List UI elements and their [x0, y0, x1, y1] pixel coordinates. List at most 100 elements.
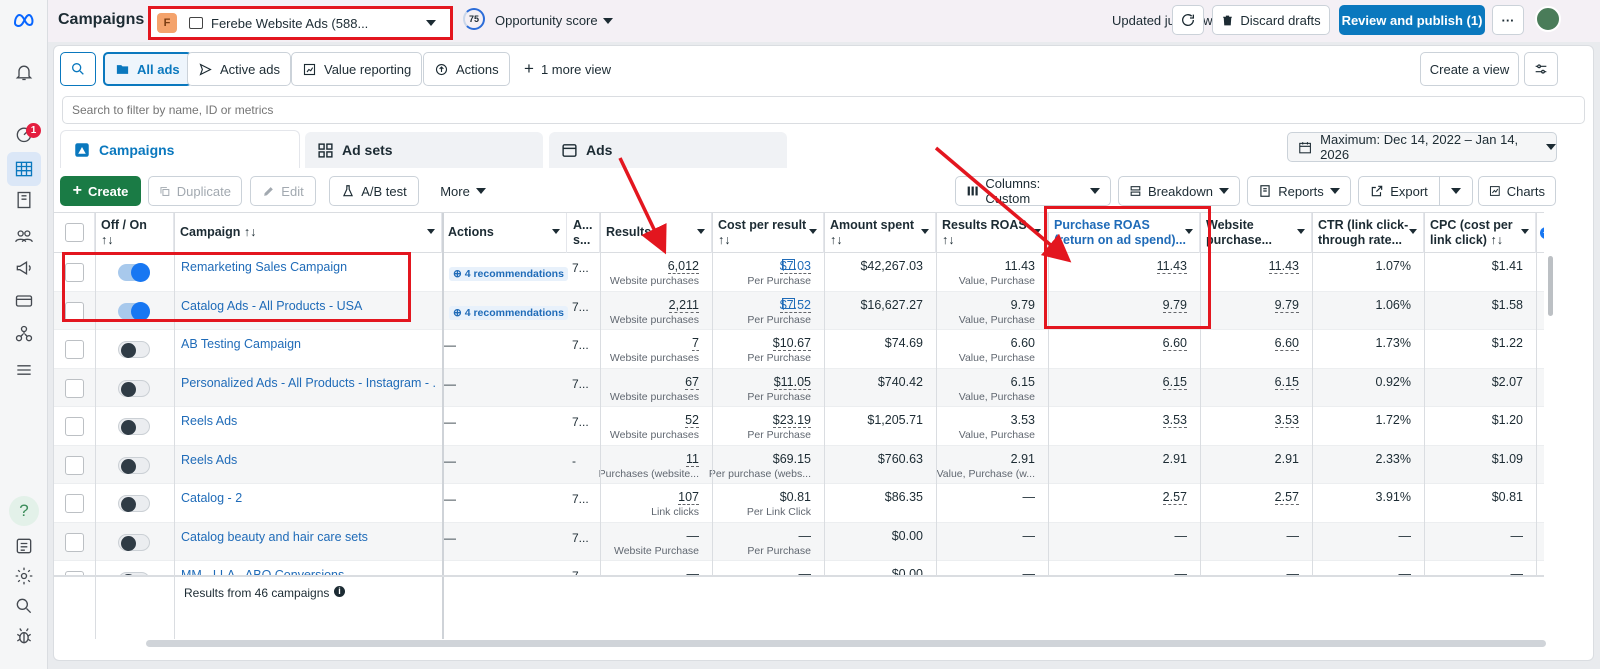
- campaign-name-link[interactable]: Catalog beauty and hair care sets: [181, 529, 368, 544]
- tab-ad-sets[interactable]: Ad sets: [305, 132, 543, 168]
- date-range-picker[interactable]: Maximum: Dec 14, 2022 – Jan 14, 2026: [1287, 132, 1557, 162]
- results-value[interactable]: 52: [685, 413, 699, 428]
- purchase-roas-value[interactable]: —: [1174, 528, 1188, 543]
- search-input[interactable]: [62, 96, 1585, 124]
- view-actions[interactable]: Actions: [423, 52, 510, 86]
- search-icon[interactable]: [12, 594, 36, 618]
- purchase-roas-value[interactable]: 9.79: [1162, 297, 1187, 313]
- cost-per-result-value[interactable]: $11.05: [773, 374, 811, 390]
- cost-per-result-value[interactable]: —: [798, 567, 812, 575]
- export-button[interactable]: Export: [1358, 176, 1440, 206]
- header-website-purchase[interactable]: Website purchase...: [1200, 213, 1312, 253]
- export-options-dropdown[interactable]: [1439, 176, 1473, 206]
- results-value[interactable]: 7: [692, 336, 699, 351]
- website-purchase-roas-value[interactable]: 3.53: [1274, 413, 1299, 428]
- create-view-button[interactable]: Create a view: [1420, 52, 1519, 86]
- header-actions[interactable]: Actions: [442, 213, 567, 253]
- campaign-name-link[interactable]: Personalized Ads - All Products - Instag…: [181, 375, 436, 390]
- header-amount-spent[interactable]: Amount spent ↑↓: [824, 213, 936, 253]
- website-purchase-roas-value[interactable]: —: [1286, 567, 1300, 575]
- bug-report-icon[interactable]: [12, 624, 36, 648]
- campaign-toggle[interactable]: [118, 263, 150, 282]
- vertical-scrollbar[interactable]: [1548, 256, 1553, 316]
- website-purchase-roas-value[interactable]: 2.91: [1274, 451, 1299, 466]
- header-ctr[interactable]: CTR (link click-through rate...: [1312, 213, 1424, 253]
- header-off-on[interactable]: Off / On ↑↓: [95, 213, 174, 253]
- menu-icon[interactable]: [12, 358, 36, 382]
- campaign-toggle[interactable]: [118, 418, 150, 435]
- header-cost-per-result[interactable]: Cost per result ↑↓: [712, 213, 824, 253]
- purchase-roas-value[interactable]: 6.60: [1162, 336, 1187, 351]
- campaign-name-link[interactable]: Catalog - 2: [181, 491, 243, 505]
- results-value[interactable]: 11: [686, 451, 699, 467]
- more-dropdown[interactable]: More: [428, 176, 498, 206]
- meta-logo-icon[interactable]: [12, 8, 36, 32]
- results-value[interactable]: —: [686, 528, 700, 543]
- bell-icon[interactable]: [12, 60, 36, 84]
- cost-per-result-value[interactable]: $0.81: [779, 490, 811, 504]
- table-row[interactable]: Catalog Ads - All Products - USA ⊕ 4 reco…: [54, 291, 1544, 330]
- help-icon[interactable]: ?: [9, 496, 39, 526]
- row-checkbox[interactable]: [65, 417, 84, 436]
- recommendations-badge[interactable]: ⊕ 4 recommendations: [449, 267, 568, 281]
- purchase-roas-value[interactable]: 3.53: [1162, 413, 1187, 428]
- view-active-ads[interactable]: Active ads: [187, 52, 291, 86]
- cost-per-result-value[interactable]: —: [798, 528, 812, 543]
- reports-dropdown[interactable]: Reports: [1247, 176, 1351, 206]
- edit-button[interactable]: Edit: [250, 176, 316, 206]
- create-button[interactable]: + Create: [60, 176, 141, 206]
- row-checkbox[interactable]: [65, 340, 84, 359]
- campaign-toggle[interactable]: [118, 341, 150, 358]
- billing-card-icon[interactable]: [12, 289, 36, 313]
- audiences-icon[interactable]: [12, 224, 36, 248]
- discard-drafts-button[interactable]: Discard drafts: [1212, 5, 1330, 35]
- campaign-toggle[interactable]: [118, 495, 150, 512]
- cost-per-result-value[interactable]: $23.19: [772, 413, 811, 428]
- campaign-name-link[interactable]: Remarketing Sales Campaign: [181, 260, 348, 274]
- row-checkbox[interactable]: [65, 263, 84, 282]
- cost-per-result-value[interactable]: $69.15: [772, 451, 811, 466]
- duplicate-button[interactable]: Duplicate: [148, 176, 242, 206]
- header-select-all[interactable]: [54, 213, 95, 253]
- reports-icon[interactable]: [12, 534, 36, 558]
- catalog-icon[interactable]: [12, 188, 36, 212]
- chevron-down-icon[interactable]: [603, 18, 613, 24]
- view-settings-button[interactable]: [1524, 52, 1558, 86]
- view-all-ads[interactable]: All ads: [103, 52, 192, 86]
- table-row[interactable]: Personalized Ads - All Products - Instag…: [54, 368, 1544, 407]
- tab-campaigns[interactable]: Campaigns: [60, 130, 300, 168]
- campaign-name-link[interactable]: Catalog Ads - All Products - USA: [181, 298, 363, 313]
- table-row[interactable]: Catalog - 2 — 7... 107 Link clicks $0.81 Per L…: [54, 484, 1544, 523]
- table-row[interactable]: AB Testing Campaign — 7... 7 Website purchas…: [54, 330, 1544, 369]
- header-purchase-roas[interactable]: Purchase ROAS (return on ad spend)...: [1048, 213, 1200, 253]
- website-purchase-roas-value[interactable]: 11.43: [1268, 259, 1299, 274]
- row-checkbox[interactable]: [65, 494, 84, 513]
- more-view-button[interactable]: + 1 more view: [514, 52, 621, 86]
- info-icon[interactable]: i: [334, 586, 345, 597]
- website-purchase-roas-value[interactable]: 6.15: [1274, 374, 1299, 390]
- results-value[interactable]: 6,012: [667, 259, 699, 274]
- website-purchase-roas-value[interactable]: 6.60: [1274, 336, 1299, 351]
- cost-per-result-value[interactable]: $7.52: [779, 297, 811, 313]
- opportunity-score-gauge[interactable]: 75: [463, 8, 485, 30]
- campaign-toggle[interactable]: [118, 456, 150, 474]
- row-checkbox[interactable]: [65, 532, 84, 552]
- campaign-toggle[interactable]: [118, 379, 150, 397]
- select-all-checkbox[interactable]: [65, 223, 84, 242]
- campaign-name-link[interactable]: AB Testing Campaign: [181, 337, 301, 351]
- table-row[interactable]: Reels Ads — - 11 Purchases (website... $69.15…: [54, 445, 1544, 484]
- opportunity-score-label[interactable]: Opportunity score: [495, 13, 598, 28]
- results-value[interactable]: —: [686, 567, 700, 575]
- columns-dropdown[interactable]: Columns: Custom: [955, 176, 1111, 206]
- results-value[interactable]: 2,211: [668, 297, 699, 313]
- header-results-roas[interactable]: Results ROAS ↑↓: [936, 213, 1048, 253]
- results-value[interactable]: 107: [678, 490, 699, 505]
- charts-button[interactable]: Charts: [1478, 176, 1556, 206]
- avatar[interactable]: [1535, 6, 1561, 32]
- add-column-icon[interactable]: +: [1540, 227, 1544, 239]
- cost-per-result-value[interactable]: $7.03: [779, 259, 811, 274]
- website-purchase-roas-value[interactable]: 9.79: [1274, 297, 1299, 313]
- purchase-roas-value[interactable]: 2.91: [1162, 451, 1187, 466]
- row-checkbox[interactable]: [65, 571, 84, 575]
- campaign-name-link[interactable]: Reels Ads: [181, 452, 238, 467]
